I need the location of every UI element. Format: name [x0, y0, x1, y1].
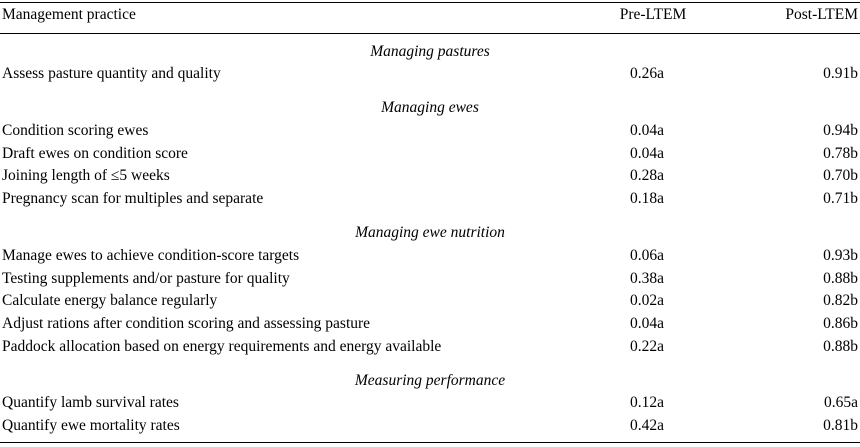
- post-ltem-cell: 0.88b: [823, 270, 858, 287]
- pre-ltem-cell: 0.06a: [629, 247, 664, 264]
- pre-ltem-cell: 0.12a: [629, 394, 664, 411]
- table-row: Calculate energy balance regularly 0.02a…: [0, 290, 860, 312]
- header-pre-ltem: Pre-LTEM: [619, 6, 687, 23]
- pre-ltem-cell: 0.04a: [629, 315, 664, 332]
- pre-ltem-cell: 0.22a: [629, 338, 664, 355]
- practice-cell: Quantify lamb survival rates: [2, 394, 179, 411]
- pre-ltem-cell: 0.18a: [629, 190, 664, 207]
- table-row: Paddock allocation based on energy requi…: [0, 336, 860, 358]
- table-row: Testing supplements and/or pasture for q…: [0, 268, 860, 290]
- section-title: Managing pastures: [370, 43, 490, 60]
- practice-cell: Paddock allocation based on energy requi…: [2, 338, 442, 355]
- table-row: Condition scoring ewes 0.04a 0.94b: [0, 120, 860, 142]
- table-row: Adjust rations after condition scoring a…: [0, 313, 860, 335]
- post-ltem-cell: 0.86b: [823, 315, 858, 332]
- section-title: Managing ewe nutrition: [355, 224, 505, 241]
- header-post-ltem: Post-LTEM: [785, 6, 858, 23]
- header-rule: [0, 33, 860, 34]
- table-row: Joining length of ≤5 weeks 0.28a 0.70b: [0, 165, 860, 187]
- post-ltem-cell: 0.70b: [823, 167, 858, 184]
- practice-cell: Manage ewes to achieve condition-score t…: [2, 247, 300, 264]
- pre-ltem-cell: 0.26a: [629, 65, 664, 82]
- pre-ltem-cell: 0.38a: [629, 270, 664, 287]
- table-row: Quantify lamb survival rates 0.12a 0.65a: [0, 392, 860, 414]
- practice-cell: Quantify ewe mortality rates: [2, 417, 180, 434]
- practice-cell: Pregnancy scan for multiples and separat…: [2, 190, 264, 207]
- header-row: Management practice Pre-LTEM Post-LTEM: [0, 4, 860, 26]
- post-ltem-cell: 0.94b: [823, 122, 858, 139]
- practice-cell: Calculate energy balance regularly: [2, 292, 218, 309]
- pre-ltem-cell: 0.04a: [629, 122, 664, 139]
- table-row: Assess pasture quantity and quality 0.26…: [0, 63, 860, 85]
- practice-cell: Draft ewes on condition score: [2, 145, 188, 162]
- post-ltem-cell: 0.81b: [823, 417, 858, 434]
- practice-cell: Testing supplements and/or pasture for q…: [2, 270, 290, 287]
- post-ltem-cell: 0.88b: [823, 338, 858, 355]
- table-row: Quantify ewe mortality rates 0.42a 0.81b: [0, 415, 860, 437]
- practice-cell: Joining length of ≤5 weeks: [2, 167, 170, 184]
- post-ltem-cell: 0.71b: [823, 190, 858, 207]
- post-ltem-cell: 0.91b: [823, 65, 858, 82]
- practice-cell: Assess pasture quantity and quality: [2, 65, 221, 82]
- header-management-practice: Management practice: [2, 6, 136, 23]
- section-title: Measuring performance: [354, 372, 506, 389]
- top-rule: [0, 2, 860, 3]
- post-ltem-cell: 0.82b: [823, 292, 858, 309]
- table-row: Draft ewes on condition score 0.04a 0.78…: [0, 143, 860, 165]
- practice-cell: Condition scoring ewes: [2, 122, 149, 139]
- table-row: Pregnancy scan for multiples and separat…: [0, 188, 860, 210]
- post-ltem-cell: 0.65a: [823, 394, 858, 411]
- bottom-rule: [0, 442, 860, 443]
- practice-cell: Adjust rations after condition scoring a…: [2, 315, 371, 332]
- section-title: Managing ewes: [381, 99, 479, 116]
- pre-ltem-cell: 0.04a: [629, 145, 664, 162]
- pre-ltem-cell: 0.42a: [629, 417, 664, 434]
- post-ltem-cell: 0.93b: [823, 247, 858, 264]
- pre-ltem-cell: 0.28a: [629, 167, 664, 184]
- table-row: Manage ewes to achieve condition-score t…: [0, 245, 860, 267]
- pre-ltem-cell: 0.02a: [629, 292, 664, 309]
- post-ltem-cell: 0.78b: [823, 145, 858, 162]
